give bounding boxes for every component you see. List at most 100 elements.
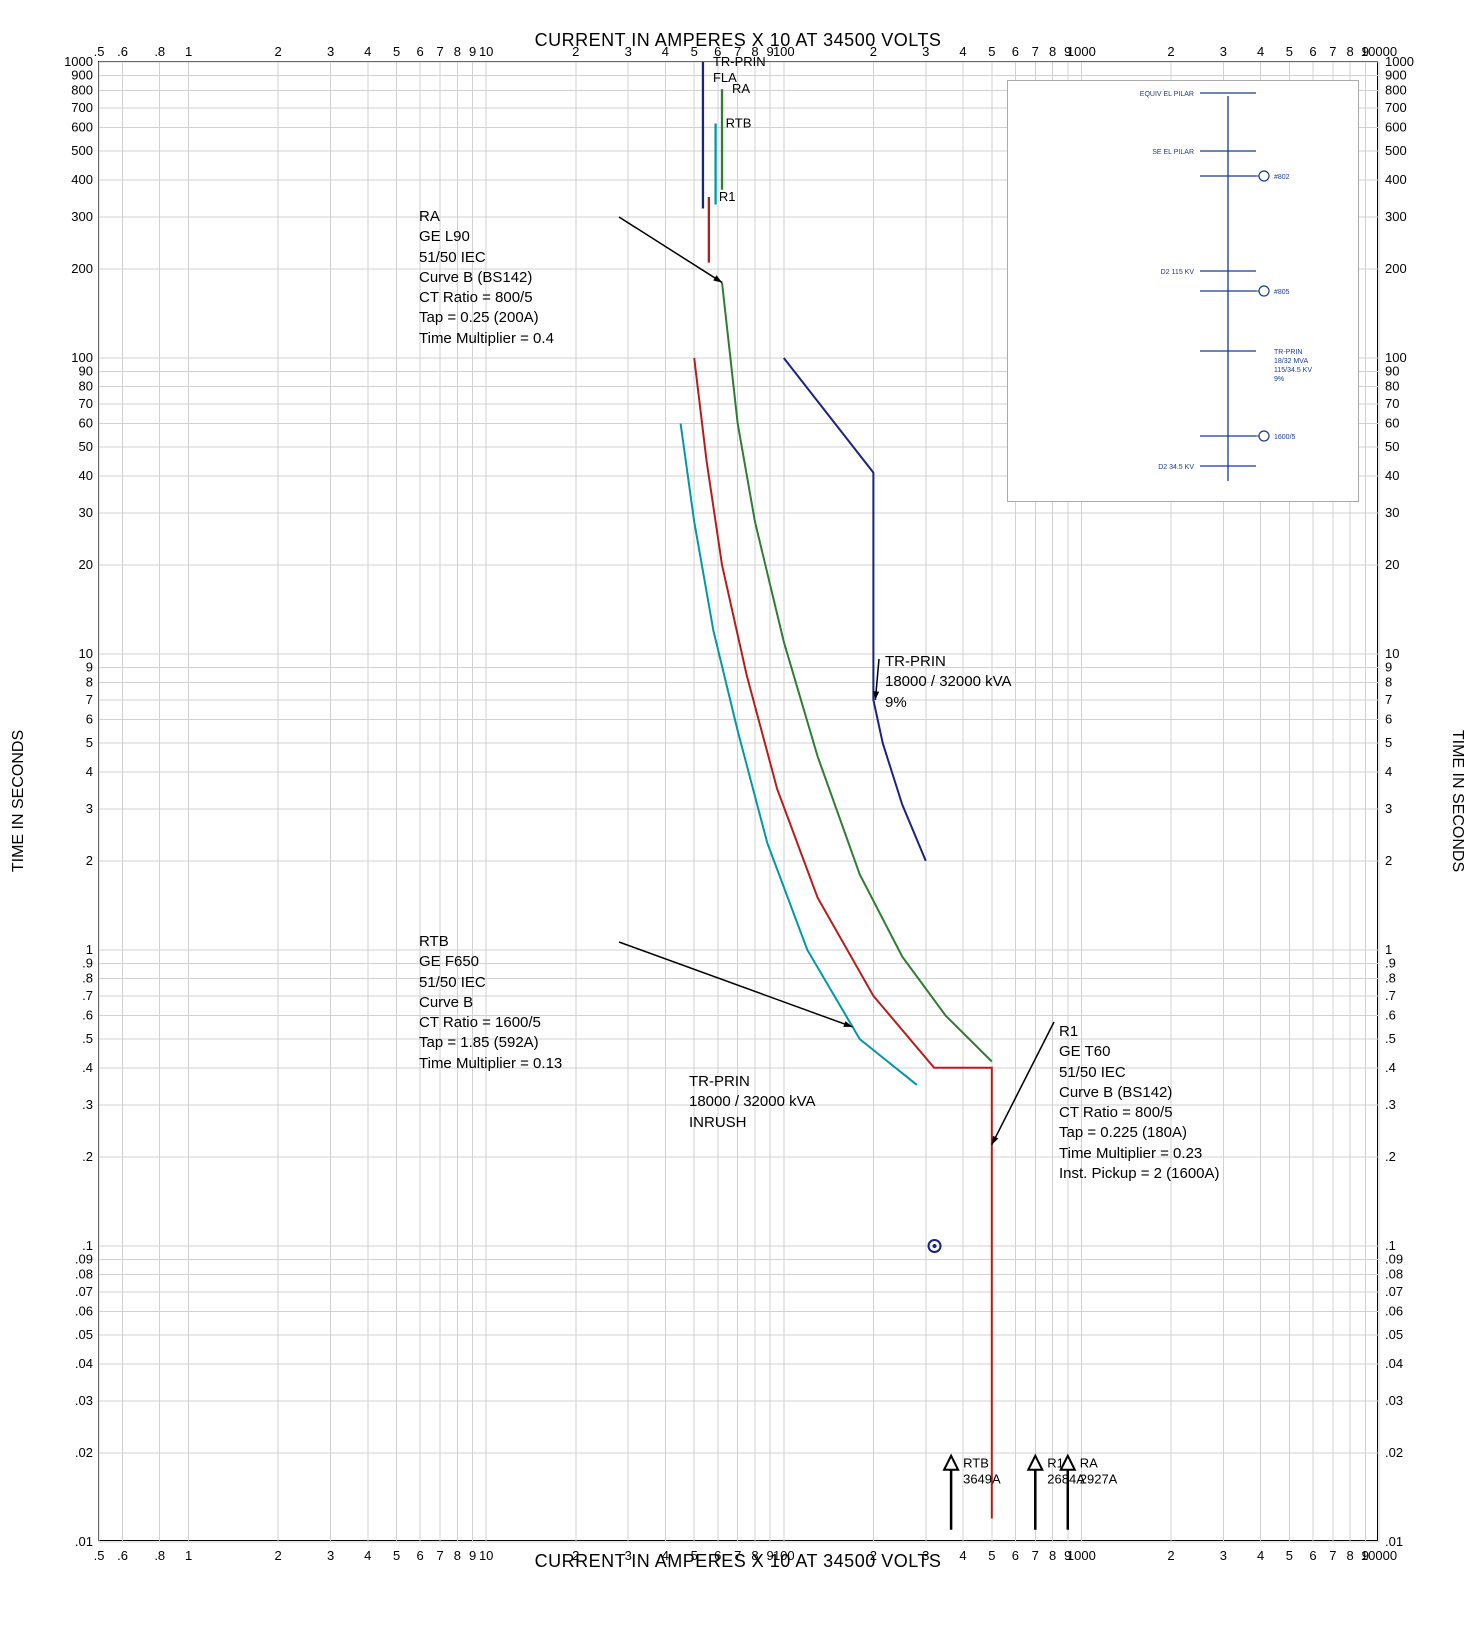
svg-text:40: 40	[1385, 468, 1399, 483]
svg-text:18/32 MVA: 18/32 MVA	[1274, 358, 1308, 365]
svg-text:.6: .6	[82, 1008, 93, 1023]
svg-text:3: 3	[625, 1548, 632, 1563]
svg-text:.8: .8	[154, 44, 165, 59]
svg-text:1000: 1000	[1067, 44, 1096, 59]
svg-text:300: 300	[71, 209, 93, 224]
svg-text:6: 6	[1012, 1548, 1019, 1563]
annotation-rtb: RTB GE F650 51/50 IEC Curve B CT Ratio =…	[419, 932, 562, 1074]
svg-text:5: 5	[393, 1548, 400, 1563]
svg-text:100: 100	[773, 44, 795, 59]
inset-oneline-diagram: EQUIV EL PILARSE EL PILAR#802D2 115 KV#8…	[1007, 80, 1359, 502]
svg-text:EQUIV EL PILAR: EQUIV EL PILAR	[1140, 91, 1194, 98]
svg-text:.6: .6	[117, 1548, 128, 1563]
svg-text:.09: .09	[75, 1252, 93, 1267]
svg-text:.8: .8	[154, 1548, 165, 1563]
svg-text:8: 8	[454, 1548, 461, 1563]
svg-text:90: 90	[1385, 364, 1399, 379]
svg-text:7: 7	[1385, 692, 1392, 707]
svg-text:D2 115 KV: D2 115 KV	[1161, 269, 1195, 276]
svg-text:2: 2	[1167, 1548, 1174, 1563]
svg-text:4: 4	[86, 764, 93, 779]
svg-text:6: 6	[1385, 712, 1392, 727]
svg-text:.02: .02	[1385, 1445, 1403, 1460]
svg-text:1: 1	[86, 942, 93, 957]
svg-text:5: 5	[988, 1548, 995, 1563]
svg-text:600: 600	[1385, 120, 1407, 135]
plot-area: .5.5.6.6.8.81122334455667788991010223344…	[98, 61, 1378, 1541]
svg-text:70: 70	[1385, 396, 1399, 411]
svg-text:100: 100	[71, 350, 93, 365]
svg-text:4: 4	[1257, 44, 1264, 59]
svg-text:.04: .04	[1385, 1356, 1403, 1371]
svg-text:6: 6	[1309, 1548, 1316, 1563]
svg-text:5: 5	[691, 1548, 698, 1563]
svg-text:.3: .3	[1385, 1097, 1396, 1112]
svg-text:.1: .1	[1385, 1238, 1396, 1253]
annotation-trprin: TR-PRIN 18000 / 32000 kVA 9%	[885, 652, 1012, 713]
svg-text:.03: .03	[1385, 1393, 1403, 1408]
svg-text:500: 500	[1385, 143, 1407, 158]
svg-text:50: 50	[1385, 439, 1399, 454]
svg-text:10: 10	[479, 44, 493, 59]
svg-text:700: 700	[71, 100, 93, 115]
svg-text:10000: 10000	[1361, 1548, 1397, 1563]
svg-text:4: 4	[662, 1548, 669, 1563]
svg-text:900: 900	[71, 68, 93, 83]
svg-text:2: 2	[275, 44, 282, 59]
svg-text:9: 9	[1385, 660, 1392, 675]
svg-text:3: 3	[1220, 1548, 1227, 1563]
svg-text:2: 2	[1167, 44, 1174, 59]
svg-text:900: 900	[1385, 68, 1407, 83]
svg-text:.07: .07	[1385, 1284, 1403, 1299]
svg-text:1000: 1000	[64, 54, 93, 69]
svg-text:40: 40	[79, 468, 93, 483]
svg-text:9: 9	[469, 1548, 476, 1563]
svg-text:.8: .8	[1385, 971, 1396, 986]
svg-text:1: 1	[185, 1548, 192, 1563]
svg-text:1: 1	[1385, 942, 1392, 957]
svg-text:.7: .7	[1385, 988, 1396, 1003]
svg-text:.2: .2	[1385, 1149, 1396, 1164]
svg-text:.4: .4	[1385, 1060, 1396, 1075]
svg-text:SE EL PILAR: SE EL PILAR	[1152, 149, 1194, 156]
svg-text:RA: RA	[732, 81, 750, 96]
svg-text:TR-PRIN: TR-PRIN	[713, 54, 766, 69]
svg-text:8: 8	[751, 1548, 758, 1563]
svg-text:.5: .5	[94, 44, 105, 59]
svg-text:.06: .06	[1385, 1304, 1403, 1319]
svg-text:5: 5	[988, 44, 995, 59]
svg-text:.09: .09	[1385, 1252, 1403, 1267]
svg-text:.02: .02	[75, 1445, 93, 1460]
svg-text:7: 7	[1032, 44, 1039, 59]
inset-svg: EQUIV EL PILARSE EL PILAR#802D2 115 KV#8…	[1008, 81, 1358, 501]
svg-text:6: 6	[86, 712, 93, 727]
svg-text:60: 60	[1385, 416, 1399, 431]
svg-text:600: 600	[71, 120, 93, 135]
svg-text:1: 1	[185, 44, 192, 59]
tcc-chart: CURRENT IN AMPERES X 10 AT 34500 VOLTS T…	[20, 30, 1456, 1572]
svg-text:#802: #802	[1274, 174, 1290, 181]
svg-text:R1: R1	[719, 189, 736, 204]
svg-text:.9: .9	[1385, 956, 1396, 971]
svg-text:8: 8	[1347, 44, 1354, 59]
svg-text:6: 6	[1012, 44, 1019, 59]
svg-text:4: 4	[959, 44, 966, 59]
svg-text:.01: .01	[75, 1534, 93, 1549]
svg-text:10: 10	[1385, 646, 1399, 661]
svg-text:2: 2	[870, 1548, 877, 1563]
svg-text:.06: .06	[75, 1304, 93, 1319]
svg-text:.5: .5	[94, 1548, 105, 1563]
svg-text:.9: .9	[82, 956, 93, 971]
svg-text:4: 4	[662, 44, 669, 59]
svg-text:5: 5	[1286, 44, 1293, 59]
svg-text:30: 30	[1385, 505, 1399, 520]
svg-text:.03: .03	[75, 1393, 93, 1408]
svg-text:10: 10	[479, 1548, 493, 1563]
svg-text:.08: .08	[1385, 1267, 1403, 1282]
svg-text:7: 7	[1032, 1548, 1039, 1563]
svg-text:10: 10	[79, 646, 93, 661]
svg-text:200: 200	[1385, 261, 1407, 276]
svg-text:2: 2	[86, 853, 93, 868]
svg-text:1000: 1000	[1385, 54, 1414, 69]
y-axis-label-left: TIME IN SECONDS	[10, 730, 28, 872]
